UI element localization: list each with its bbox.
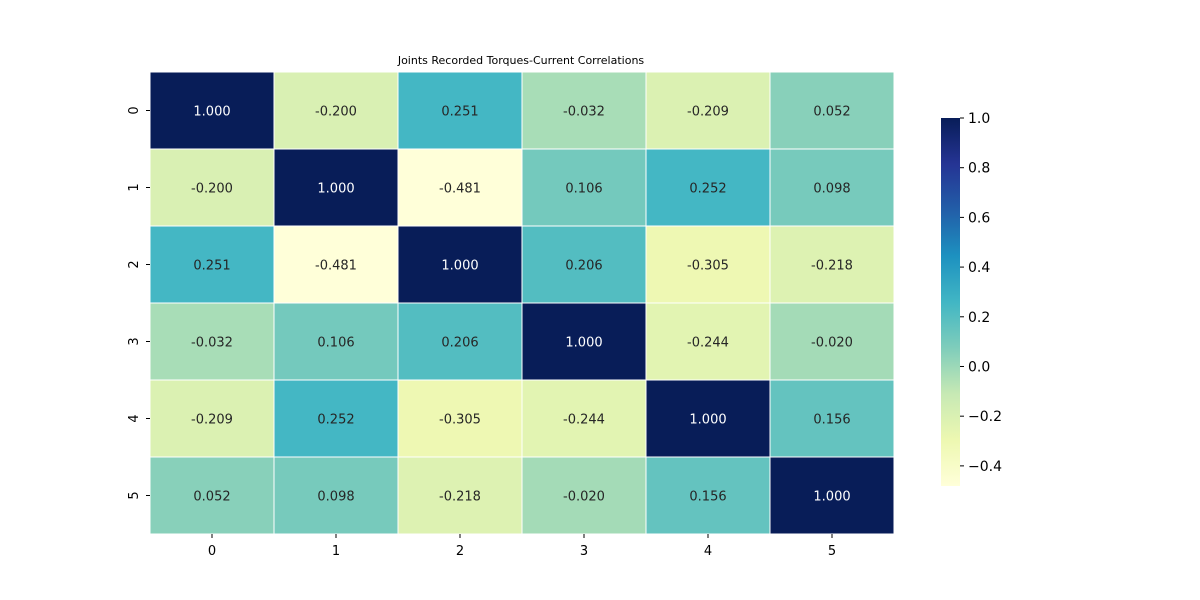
colorbar-tick-label: −0.4: [968, 459, 1002, 475]
heatmap-cell-value: -0.481: [315, 259, 357, 274]
heatmap-cell: [769, 456, 895, 535]
heatmap-cell: [273, 302, 399, 381]
colorbar-tick-label: −0.2: [968, 409, 1002, 425]
heatmap-cell-value: 0.052: [193, 490, 230, 505]
heatmap-cell-value: 1.000: [813, 490, 850, 505]
heatmap-cell: [769, 302, 895, 381]
heatmap-cell: [521, 379, 647, 458]
colorbar-gradient: [941, 118, 960, 486]
x-tick-label: 3: [580, 544, 588, 559]
heatmap-cell-value: -0.481: [439, 182, 481, 197]
heatmap-cell-value: -0.032: [563, 105, 605, 120]
heatmap-cell: [149, 225, 275, 304]
heatmap-cell: [645, 456, 771, 535]
heatmap-cell-value: -0.209: [191, 413, 233, 428]
heatmap-cell: [149, 71, 275, 150]
heatmap-cell-value: 0.098: [317, 490, 354, 505]
colorbar-tick-label: 0.8: [968, 161, 990, 177]
heatmap-cell-value: -0.032: [191, 336, 233, 351]
heatmap-cell: [149, 302, 275, 381]
heatmap-cell-value: 0.156: [813, 413, 850, 428]
heatmap-cell: [769, 225, 895, 304]
x-tick-label: 1: [332, 544, 340, 559]
heatmap-cell-value: 1.000: [565, 336, 602, 351]
heatmap-cell: [273, 71, 399, 150]
heatmap-cell-value: -0.209: [687, 105, 729, 120]
heatmap-cell-value: -0.218: [439, 490, 481, 505]
heatmap-cell-value: 0.106: [565, 182, 602, 197]
heatmap-cell: [645, 225, 771, 304]
x-axis-ticks: 0 1 2 3 4 5: [208, 534, 836, 559]
heatmap-cell: [521, 71, 647, 150]
heatmap-cell-value: 1.000: [317, 182, 354, 197]
heatmap-cell: [769, 148, 895, 227]
heatmap-cell-value: 1.000: [689, 413, 726, 428]
x-tick-label: 5: [828, 544, 836, 559]
y-tick-label: 0: [127, 106, 142, 114]
heatmap-cell-labels: 1.000 -0.200 0.251 -0.032 -0.209 0.052 -0.200 1…: [191, 105, 853, 505]
colorbar-tick-label: 0.6: [968, 210, 990, 226]
heatmap-cell-value: -0.200: [191, 182, 233, 197]
colorbar-tick-label: 0.0: [968, 359, 990, 375]
heatmap-cells: [149, 71, 895, 535]
y-tick-label: 3: [127, 337, 142, 345]
colorbar-tick-label: 1.0: [968, 111, 990, 127]
heatmap-cell: [397, 225, 523, 304]
x-tick-label: 0: [208, 544, 216, 559]
heatmap-cell-value: 0.098: [813, 182, 850, 197]
heatmap-cell-value: -0.305: [439, 413, 481, 428]
y-tick-label: 5: [127, 491, 142, 499]
heatmap-cell-value: -0.020: [811, 336, 853, 351]
heatmap-cell-value: 0.206: [441, 336, 478, 351]
colorbar: 1.0 0.8 0.6 0.4 0.2 0.0 −0.2 −0.4: [941, 111, 1002, 486]
heatmap-cell-value: 0.206: [565, 259, 602, 274]
x-tick-label: 2: [456, 544, 464, 559]
heatmap-cell-value: 0.251: [441, 105, 478, 120]
heatmap-cell: [645, 302, 771, 381]
heatmap-cell: [149, 456, 275, 535]
heatmap-cell-value: 0.252: [317, 413, 354, 428]
heatmap-cell-value: -0.200: [315, 105, 357, 120]
heatmap-cell-value: 0.156: [689, 490, 726, 505]
colorbar-tick-label: 0.4: [968, 260, 990, 276]
heatmap-cell-value: 0.252: [689, 182, 726, 197]
heatmap-cell: [149, 379, 275, 458]
heatmap-cell-value: 1.000: [441, 259, 478, 274]
x-tick-label: 4: [704, 544, 712, 559]
chart-title: Joints Recorded Torques-Current Correlat…: [397, 54, 645, 67]
heatmap-cell-value: -0.305: [687, 259, 729, 274]
heatmap-cell: [521, 302, 647, 381]
heatmap-cell: [769, 379, 895, 458]
heatmap-cell-value: -0.244: [563, 413, 605, 428]
colorbar-tick-label: 0.2: [968, 310, 990, 326]
y-tick-label: 4: [127, 414, 142, 422]
heatmap-cell: [645, 71, 771, 150]
heatmap-cell-value: 0.251: [193, 259, 230, 274]
heatmap-cell-value: -0.020: [563, 490, 605, 505]
heatmap-cell: [397, 71, 523, 150]
heatmap-cell-value: -0.244: [687, 336, 729, 351]
heatmap-cell-value: 1.000: [193, 105, 230, 120]
y-axis-ticks: 0 1 2 3 4 5: [127, 106, 150, 500]
heatmap-cell: [273, 225, 399, 304]
heatmap-cell-value: -0.218: [811, 259, 853, 274]
heatmap-cell: [521, 148, 647, 227]
heatmap-cell-value: 0.052: [813, 105, 850, 120]
heatmap-cell: [397, 302, 523, 381]
heatmap-cell: [273, 148, 399, 227]
heatmap-cell-value: 0.106: [317, 336, 354, 351]
heatmap-cell: [769, 71, 895, 150]
y-tick-label: 2: [127, 260, 142, 268]
heatmap-cell: [397, 379, 523, 458]
heatmap-cell: [645, 379, 771, 458]
y-tick-label: 1: [127, 183, 142, 191]
heatmap-cell: [521, 225, 647, 304]
